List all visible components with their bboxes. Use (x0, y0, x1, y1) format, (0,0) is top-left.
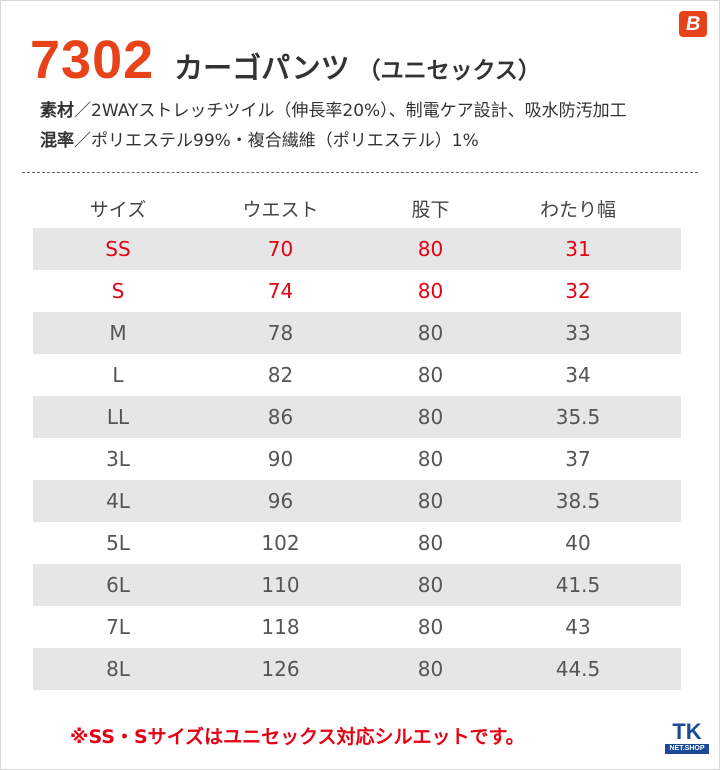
cell-thigh-width: 32 (565, 279, 591, 303)
product-header: 7302 カーゴパンツ （ユニセックス） (30, 30, 541, 90)
cell-waist: 82 (267, 363, 294, 387)
cell-waist: 74 (267, 279, 294, 303)
header-thigh-width: わたり幅 (539, 198, 616, 221)
cell-inseam: 80 (417, 321, 444, 345)
header-size: サイズ (89, 198, 147, 221)
header-waist: ウエスト (242, 198, 319, 221)
table-row: SS 70 80 31 (33, 228, 681, 270)
cell-size: SS (105, 237, 131, 261)
product-title: カーゴパンツ (174, 51, 350, 85)
cell-thigh-width: 31 (565, 237, 591, 261)
cell-waist: 78 (267, 321, 294, 345)
cell-thigh-width: 35.5 (555, 405, 601, 429)
cell-size: 8L (106, 657, 130, 681)
cell-thigh-width: 33 (565, 321, 591, 345)
shop-logo-top: TK (672, 719, 702, 744)
blend-label: 混率 (40, 131, 74, 151)
cell-size: 5L (106, 531, 130, 555)
cell-inseam: 80 (417, 489, 444, 513)
model-number: 7302 (30, 30, 155, 90)
cell-size: L (112, 363, 124, 387)
cell-size: S (111, 279, 125, 303)
cell-waist: 90 (267, 447, 294, 471)
cell-inseam: 80 (417, 657, 444, 681)
table-row: LL 86 80 35.5 (33, 396, 681, 438)
cell-thigh-width: 34 (565, 363, 591, 387)
tk-netshop-logo-icon: TK NET.SHOP (665, 720, 709, 760)
table-row: 6L 110 80 41.5 (33, 564, 681, 606)
cell-waist: 102 (261, 531, 300, 555)
cell-inseam: 80 (417, 615, 444, 639)
cell-waist: 70 (267, 237, 294, 261)
table-header-row: サイズ ウエスト 股下 わたり幅 (33, 188, 681, 228)
cell-size: 3L (106, 447, 130, 471)
cell-thigh-width: 40 (565, 531, 591, 555)
cell-thigh-width: 44.5 (555, 657, 601, 681)
size-table: サイズ ウエスト 股下 わたり幅 SS 70 80 31 S 74 80 32 … (33, 188, 681, 690)
dashed-divider (22, 172, 698, 173)
table-row: 3L 90 80 37 (33, 438, 681, 480)
blend-spec: 混率／ポリエステル99%・複合繊維（ポリエステル）1% (40, 126, 479, 151)
cell-inseam: 80 (417, 531, 444, 555)
material-label: 素材 (40, 101, 74, 121)
product-subtitle: （ユニセックス） (357, 58, 541, 84)
brand-b-icon: B (679, 11, 707, 37)
cell-waist: 126 (261, 657, 300, 681)
table-row: 4L 96 80 38.5 (33, 480, 681, 522)
header-inseam: 股下 (411, 198, 450, 221)
cell-waist: 118 (261, 615, 300, 639)
material-text: ／2WAYストレッチツイル（伸長率20%）、制電ケア設計、吸水防汚加工 (74, 101, 627, 121)
blend-text: ／ポリエステル99%・複合繊維（ポリエステル）1% (74, 131, 479, 151)
cell-waist: 110 (261, 573, 300, 597)
table-row: M 78 80 33 (33, 312, 681, 354)
table-row: 5L 102 80 40 (33, 522, 681, 564)
cell-inseam: 80 (417, 405, 444, 429)
brand-logo-letter: B (683, 12, 703, 35)
shop-logo-bottom: NET.SHOP (665, 744, 709, 754)
table-row: S 74 80 32 (33, 270, 681, 312)
unisex-note: ※SS・Sサイズはユニセックス対応シルエットです。 (70, 726, 525, 748)
cell-inseam: 80 (417, 279, 444, 303)
cell-waist: 86 (267, 405, 294, 429)
cell-size: 7L (106, 615, 130, 639)
cell-size: 6L (106, 573, 130, 597)
cell-size: LL (106, 405, 130, 429)
cell-inseam: 80 (417, 573, 444, 597)
cell-thigh-width: 43 (565, 615, 591, 639)
cell-thigh-width: 37 (565, 447, 591, 471)
cell-waist: 96 (267, 489, 294, 513)
cell-inseam: 80 (417, 363, 444, 387)
cell-size: M (109, 321, 127, 345)
table-row: L 82 80 34 (33, 354, 681, 396)
cell-inseam: 80 (417, 447, 444, 471)
cell-inseam: 80 (417, 237, 444, 261)
cell-thigh-width: 41.5 (555, 573, 601, 597)
table-row: 7L 118 80 43 (33, 606, 681, 648)
cell-size: 4L (106, 489, 130, 513)
cell-thigh-width: 38.5 (555, 489, 601, 513)
table-row: 8L 126 80 44.5 (33, 648, 681, 690)
material-spec: 素材／2WAYストレッチツイル（伸長率20%）、制電ケア設計、吸水防汚加工 (40, 96, 627, 121)
